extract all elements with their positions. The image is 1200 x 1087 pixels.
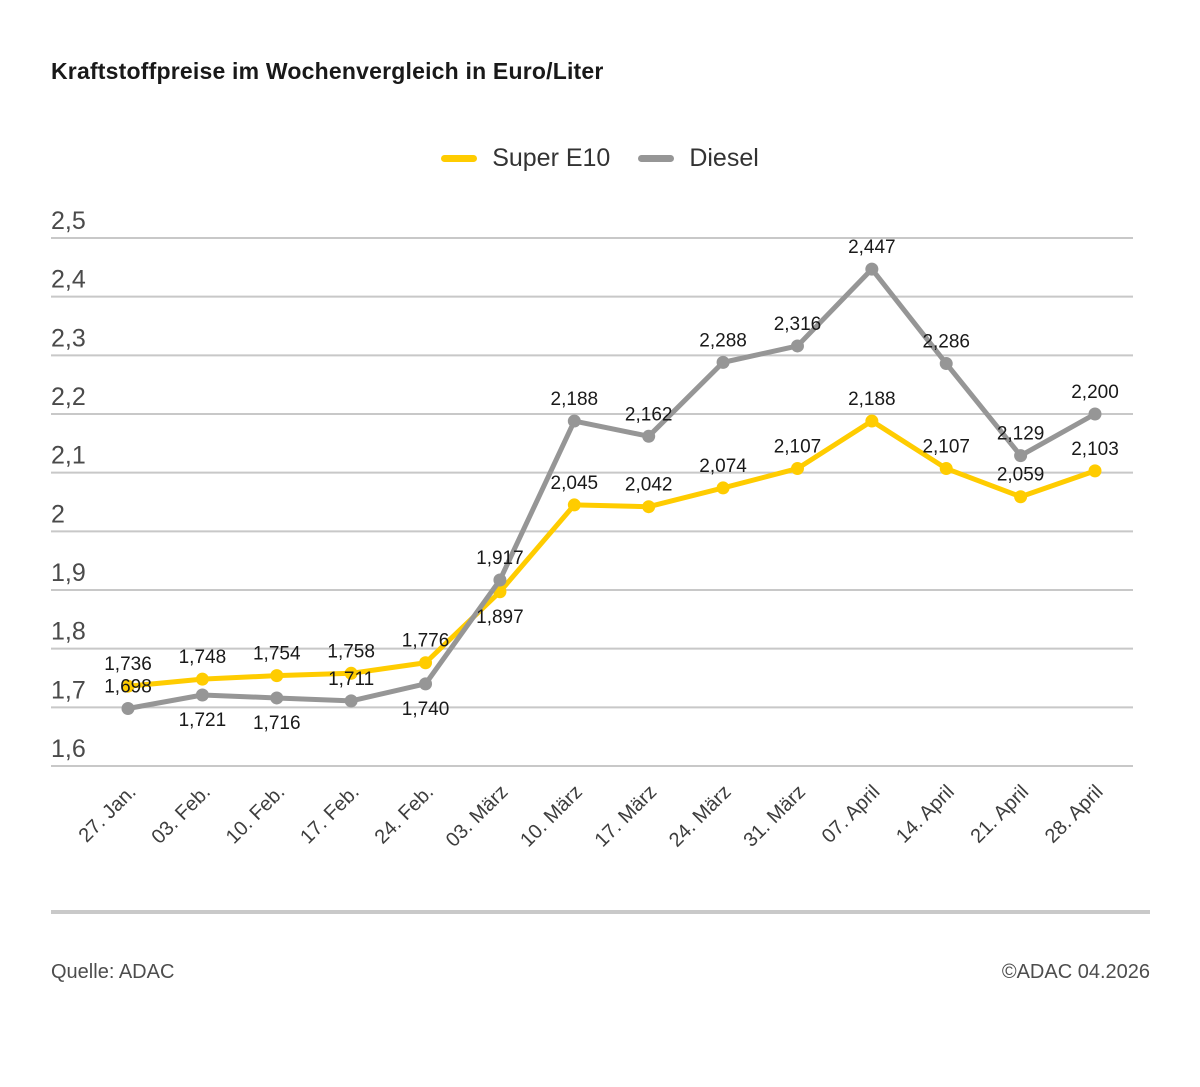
y-tick-label: 2 <box>51 500 65 528</box>
series-line-diesel <box>125 266 1098 712</box>
data-label: 1,716 <box>253 713 301 734</box>
legend-label-diesel: Diesel <box>689 144 759 172</box>
data-point <box>567 498 581 512</box>
data-point <box>344 694 358 708</box>
copyright-note: ©ADAC 04.2026 <box>1001 961 1150 983</box>
x-tick-label: 27. Jan. <box>75 781 141 847</box>
data-point <box>419 656 433 670</box>
data-label: 2,129 <box>997 424 1045 445</box>
y-tick-label: 1,6 <box>51 735 86 763</box>
data-point <box>1014 449 1028 463</box>
footer-divider <box>51 910 1150 914</box>
data-point <box>865 262 879 276</box>
data-point <box>195 688 209 702</box>
data-point <box>567 414 581 428</box>
data-point <box>344 666 358 680</box>
x-tick-label: 17. März <box>591 781 662 852</box>
data-point <box>642 500 656 514</box>
data-label: 2,107 <box>922 437 970 458</box>
footer: Quelle: ADAC ©ADAC 04.2026 <box>51 961 1150 984</box>
data-point <box>195 672 209 686</box>
y-tick-label: 2,4 <box>51 266 86 294</box>
legend: Super E10 Diesel <box>0 144 1200 173</box>
data-point <box>716 355 730 369</box>
data-point <box>1014 490 1028 504</box>
data-label: 1,698 <box>104 677 152 698</box>
data-label: 1,754 <box>253 644 301 665</box>
data-point <box>642 429 656 443</box>
data-point <box>939 462 953 476</box>
data-label: 2,103 <box>1071 439 1119 460</box>
legend-swatch-super-e10 <box>441 155 478 162</box>
data-point <box>419 677 433 691</box>
data-label: 2,188 <box>848 389 896 410</box>
data-point <box>270 669 284 683</box>
y-tick-label: 1,7 <box>51 676 86 704</box>
x-tick-label: 03. März <box>442 781 513 852</box>
source-note: Quelle: ADAC <box>51 961 175 983</box>
data-point <box>790 462 804 476</box>
data-point <box>121 679 135 693</box>
data-point <box>865 414 879 428</box>
legend-item-super-e10: Super E10 <box>441 144 610 173</box>
data-point <box>1088 407 1102 421</box>
data-label: 2,045 <box>551 473 599 494</box>
data-label: 1,758 <box>327 641 375 662</box>
data-label: 1,740 <box>402 699 450 720</box>
data-label: 2,200 <box>1071 382 1119 403</box>
data-point <box>1088 464 1102 478</box>
legend-swatch-diesel <box>638 155 675 162</box>
y-tick-label: 2,2 <box>51 383 86 411</box>
chart-title: Kraftstoffpreise im Wochenvergleich in E… <box>51 58 604 84</box>
series-line-super-e10 <box>125 418 1098 689</box>
data-label: 2,188 <box>551 389 599 410</box>
data-label: 2,447 <box>848 237 896 258</box>
data-label: 2,107 <box>774 437 822 458</box>
data-point <box>939 357 953 371</box>
y-tick-label: 1,8 <box>51 618 86 646</box>
data-point <box>270 691 284 705</box>
data-point <box>121 702 135 716</box>
data-point <box>716 481 730 495</box>
y-tick-label: 2,5 <box>51 207 86 235</box>
x-tick-label: 10. Feb. <box>222 781 289 848</box>
x-tick-label: 03. Feb. <box>147 781 214 848</box>
data-label: 1,711 <box>328 669 374 690</box>
data-label: 1,721 <box>179 710 227 731</box>
data-label: 1,736 <box>104 654 152 675</box>
data-label: 2,288 <box>699 330 747 351</box>
data-label: 2,059 <box>997 465 1045 486</box>
x-tick-label: 10. März <box>516 781 587 852</box>
x-tick-label: 17. Feb. <box>296 781 363 848</box>
data-label: 1,897 <box>476 607 524 628</box>
y-tick-label: 2,3 <box>51 324 86 352</box>
data-label: 1,776 <box>402 631 450 652</box>
x-tick-label: 21. April <box>966 781 1033 848</box>
data-point <box>790 339 804 353</box>
x-tick-label: 28. April <box>1041 781 1108 848</box>
data-label: 1,917 <box>476 548 524 569</box>
y-tick-label: 2,1 <box>51 442 86 470</box>
data-label: 1,748 <box>179 647 227 668</box>
x-tick-label: 07. April <box>818 781 885 848</box>
data-label: 2,286 <box>922 332 970 353</box>
legend-item-diesel: Diesel <box>638 144 759 173</box>
x-tick-label: 14. April <box>892 781 959 848</box>
x-tick-label: 31. März <box>739 781 810 852</box>
x-tick-label: 24. März <box>665 781 736 852</box>
data-point <box>493 573 507 587</box>
y-tick-label: 1,9 <box>51 559 86 587</box>
legend-label-super-e10: Super E10 <box>492 144 611 172</box>
data-label: 2,162 <box>625 404 673 425</box>
data-label: 2,316 <box>774 314 822 335</box>
x-tick-label: 24. Feb. <box>371 781 438 848</box>
data-label: 2,074 <box>699 456 747 477</box>
data-label: 2,042 <box>625 475 673 496</box>
